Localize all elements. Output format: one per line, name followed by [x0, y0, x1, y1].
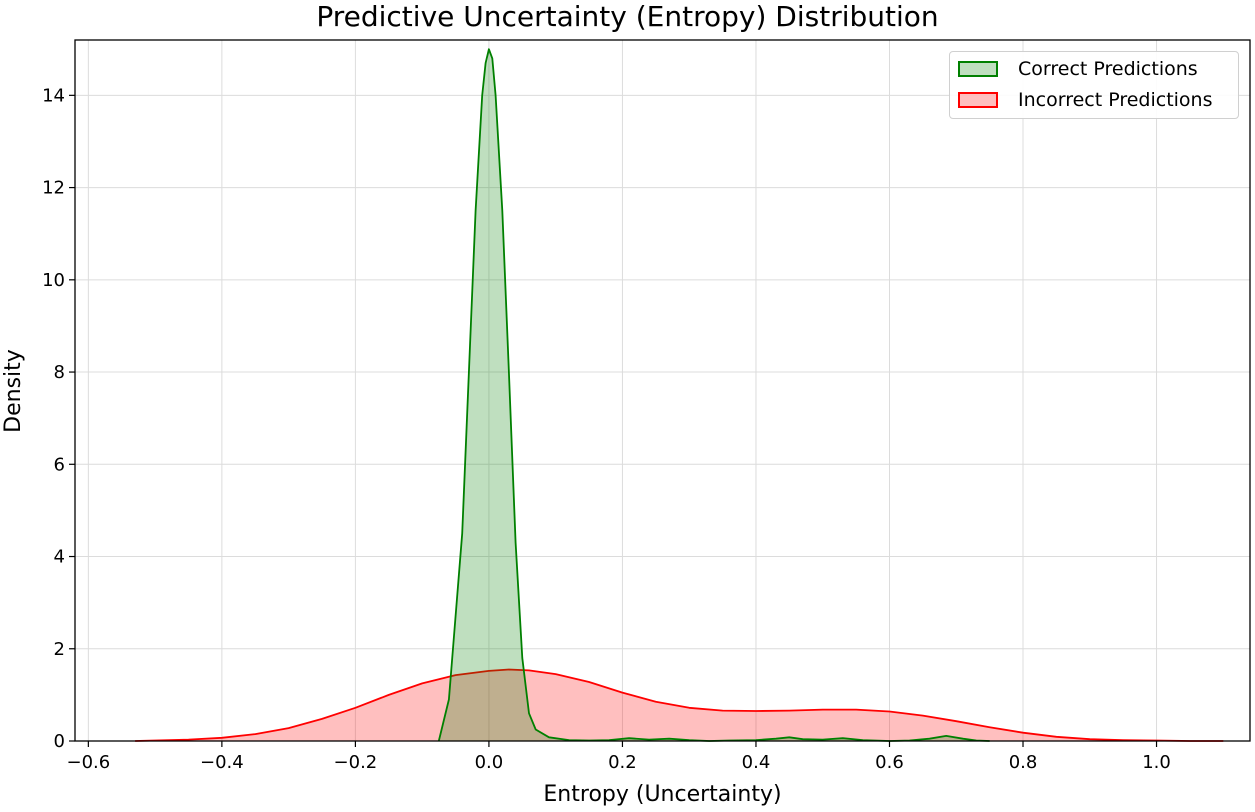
- legend-label-correct: Correct Predictions: [1018, 58, 1198, 80]
- series-line-incorrect: [135, 668, 1224, 742]
- series-area-incorrect: [135, 669, 1224, 741]
- x-tick-label: 0.2: [608, 752, 637, 773]
- x-axis-label: Entropy (Uncertainty): [543, 782, 782, 807]
- y-tick-label: 6: [54, 454, 65, 475]
- legend-swatch-correct: [958, 61, 998, 77]
- grid: [75, 40, 1250, 742]
- y-tick-label: 0: [54, 731, 65, 752]
- x-tick-label: 0.4: [742, 752, 771, 773]
- y-tick-label: 12: [42, 178, 65, 199]
- x-tick-label: 0.6: [875, 752, 904, 773]
- y-tick-label: 2: [54, 639, 65, 660]
- legend-item-correct: Correct Predictions: [958, 57, 1198, 81]
- x-tick-label: −0.6: [66, 752, 110, 773]
- y-tick-label: 14: [42, 85, 65, 106]
- x-tick-label: 1.0: [1142, 752, 1171, 773]
- y-axis-label: Density: [1, 349, 26, 433]
- plot-frame: [74, 39, 1251, 742]
- legend-swatch-incorrect: [958, 92, 998, 108]
- x-tick-label: 0.8: [1009, 752, 1038, 773]
- y-tick-label: 10: [42, 270, 65, 291]
- x-tick-label: −0.4: [200, 752, 244, 773]
- axis-ticks: −0.6 −0.4 −0.2 0.0 0.2 0.4 0.6 0.8 1.0 0 2 4 6 8 10 12 1…: [42, 85, 1171, 773]
- series-area-correct: [438, 49, 990, 741]
- series-line-correct: [437, 48, 990, 742]
- x-tick-label: 0.0: [475, 752, 504, 773]
- y-tick-label: 4: [54, 547, 65, 568]
- legend-item-incorrect: Incorrect Predictions: [958, 88, 1213, 112]
- x-tick-label: −0.2: [334, 752, 378, 773]
- series-layer: [135, 48, 1224, 742]
- legend-label-incorrect: Incorrect Predictions: [1018, 89, 1213, 111]
- chart-title: Predictive Uncertainty (Entropy) Distrib…: [316, 0, 939, 33]
- legend: Correct Predictions Incorrect Prediction…: [949, 51, 1239, 119]
- y-tick-label: 8: [54, 362, 65, 383]
